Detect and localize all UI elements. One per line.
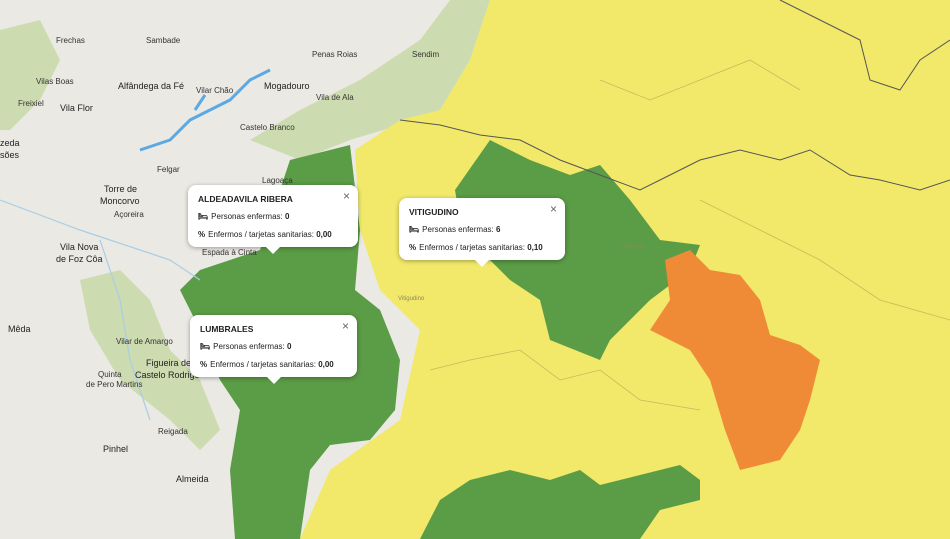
map-label: Pinhel <box>103 444 129 454</box>
ratio-label: Enfermos / tarjetas sanitarias: <box>208 230 314 239</box>
map-label: Mogadouro <box>264 81 310 91</box>
popup-title: VITIGUDINO <box>409 207 459 217</box>
region-border <box>779 0 950 91</box>
map-label: Sendim <box>412 50 440 59</box>
map-label: Mêda <box>8 324 31 334</box>
ratio-value: 0,10 <box>527 243 543 252</box>
region-border <box>399 119 950 191</box>
map-popup-lumbrales: × LUMBRALES 🛏 Personas enfermas: 0 % Enfer… <box>190 315 357 384</box>
sick-value: 6 <box>495 225 501 234</box>
ratio-value: 0,00 <box>316 230 332 239</box>
map-label: Felgar <box>157 165 180 174</box>
map-label: Reigada <box>158 427 188 436</box>
map-label: de Foz Côa <box>56 254 103 264</box>
ratio-label: Enfermos / tarjetas sanitarias: <box>419 243 525 252</box>
percent-icon: % <box>409 243 417 252</box>
percent-icon: % <box>200 360 208 369</box>
map-label: Alfândega da Fé <box>118 81 185 91</box>
map-label: sões <box>0 150 20 160</box>
sick-label: Personas enfermas: <box>211 212 283 221</box>
map-label: Vilar de Amargo <box>116 337 173 346</box>
map-label: Sambade <box>146 36 181 45</box>
map-label: Vilas Boas <box>36 77 74 86</box>
sick-value: 0 <box>286 342 292 351</box>
map-popup-aldeadavila: × ALDEADAVILA RIBERA 🛏 Personas enfermas:… <box>188 185 358 254</box>
bed-icon: 🛏 <box>409 225 420 234</box>
map-label: Vila Flor <box>60 103 93 113</box>
light-green-region <box>80 270 220 450</box>
bed-icon: 🛏 <box>198 212 209 221</box>
map-label: Torre de <box>104 184 138 194</box>
close-icon[interactable]: × <box>341 319 349 333</box>
map-label: de Pero Martins <box>86 380 143 389</box>
map-label: Frechas <box>56 36 85 45</box>
map-label: Almeida <box>176 474 209 484</box>
orange-region <box>650 250 820 470</box>
map-label: Vila Nova <box>60 242 99 252</box>
sick-label: Personas enfermas: <box>213 342 285 351</box>
map-label: zeda <box>0 138 20 148</box>
map-label: Penas Roias <box>312 50 358 59</box>
sick-value: 0 <box>284 212 290 221</box>
light-green-region <box>250 0 490 160</box>
sick-label: Personas enfermas: <box>422 225 494 234</box>
map-label: Freixiel <box>18 99 44 108</box>
green-region <box>420 465 700 539</box>
map-label: Quinta <box>98 370 122 379</box>
map-label: Lagoaça <box>262 176 293 185</box>
ratio-value: 0,00 <box>318 360 334 369</box>
map-label: Vila de Ala <box>316 93 354 102</box>
popup-title: LUMBRALES <box>200 324 254 334</box>
region-border <box>429 59 950 411</box>
close-icon[interactable]: × <box>342 189 350 203</box>
map-label: Moncorvo <box>100 196 140 206</box>
popup-title: ALDEADAVILA RIBERA <box>198 194 293 204</box>
map-label: Vitigudino <box>398 296 425 302</box>
river <box>139 68 271 152</box>
percent-icon: % <box>198 230 206 239</box>
green-region <box>455 140 700 360</box>
map-label: Castelo Rodrigo <box>135 370 200 380</box>
light-green-region <box>0 20 60 130</box>
ratio-label: Enfermos / tarjetas sanitarias: <box>210 360 316 369</box>
map-label: Figueira de <box>146 358 192 368</box>
map-label: Castelo Branco <box>240 123 295 132</box>
map-label: Espada à Cinta <box>202 248 257 257</box>
river <box>0 199 201 421</box>
map-popup-vitigudino: × VITIGUDINO 🛏 Personas enfermas: 6 % Enfe… <box>399 198 565 267</box>
bed-icon: 🛏 <box>200 342 211 351</box>
map-label: Ledesma <box>620 244 645 250</box>
map-label: Vilar Chão <box>196 86 234 95</box>
close-icon[interactable]: × <box>549 202 557 216</box>
map-label: Açoreira <box>114 210 144 219</box>
